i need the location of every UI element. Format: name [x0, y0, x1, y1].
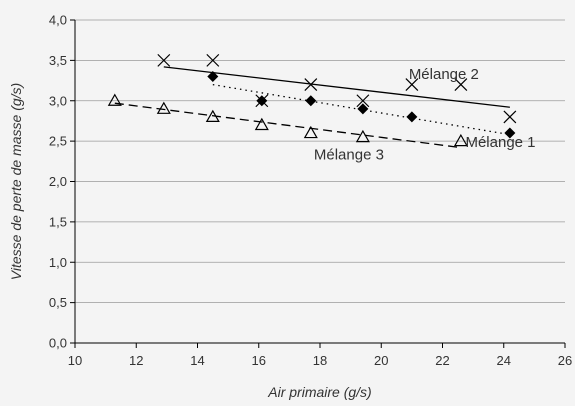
x-tick-label-5: 20	[374, 353, 388, 368]
y-axis-ticks: 0,0 0,5 1,0 1,5 2,0 2,5 3,0 3,5 4,0	[49, 13, 75, 351]
y-tick-label-0: 0,0	[49, 336, 67, 351]
series-3-point-4	[256, 119, 268, 130]
x-tick-label-7: 24	[497, 353, 511, 368]
series-labels: Mélange 2 Mélange 1 Mélange 3	[314, 66, 536, 164]
y-tick-label-7: 3,5	[49, 53, 67, 68]
x-tick-label-6: 22	[435, 353, 449, 368]
y-tick-label-4: 2,0	[49, 174, 67, 189]
x-tick-label-2: 14	[190, 353, 204, 368]
x-axis-ticks: 10 12 14 16 18 20 22 24 26	[68, 343, 572, 368]
x-axis-title: Air primaire (g/s)	[267, 384, 371, 400]
series-2-point-3	[305, 95, 316, 106]
y-tick-label-8: 4,0	[49, 13, 67, 28]
series-1-label: Mélange 2	[409, 66, 479, 83]
y-tick-label-3: 1,5	[49, 214, 67, 229]
y-tick-label-1: 0,5	[49, 295, 67, 310]
y-axis-title: Vitesse de perte de masse (g/s)	[8, 83, 24, 280]
x-tick-label-1: 12	[129, 353, 143, 368]
x-tick-label-4: 18	[313, 353, 327, 368]
series-1-point-8	[504, 111, 516, 123]
series-3-label: Mélange 3	[314, 147, 384, 164]
y-tick-label-2: 1,0	[49, 255, 67, 270]
y-tick-label-6: 3,0	[49, 93, 67, 108]
series-2-label: Mélange 1	[465, 134, 535, 151]
series-3-point-6	[357, 131, 369, 142]
x-tick-label-3: 16	[252, 353, 266, 368]
y-tick-label-5: 2,5	[49, 134, 67, 149]
x-tick-label-0: 10	[68, 353, 82, 368]
series-2-point-5	[406, 111, 417, 122]
x-tick-label-8: 26	[558, 353, 572, 368]
series-3-point-2	[158, 103, 170, 114]
